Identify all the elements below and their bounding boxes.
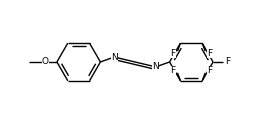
Text: F: F (207, 49, 212, 57)
Text: F: F (170, 66, 176, 75)
Text: N: N (111, 52, 118, 62)
Text: F: F (170, 49, 176, 57)
Text: F: F (207, 66, 212, 75)
Text: N: N (152, 62, 159, 71)
Text: O: O (42, 57, 49, 67)
Text: F: F (225, 57, 230, 67)
